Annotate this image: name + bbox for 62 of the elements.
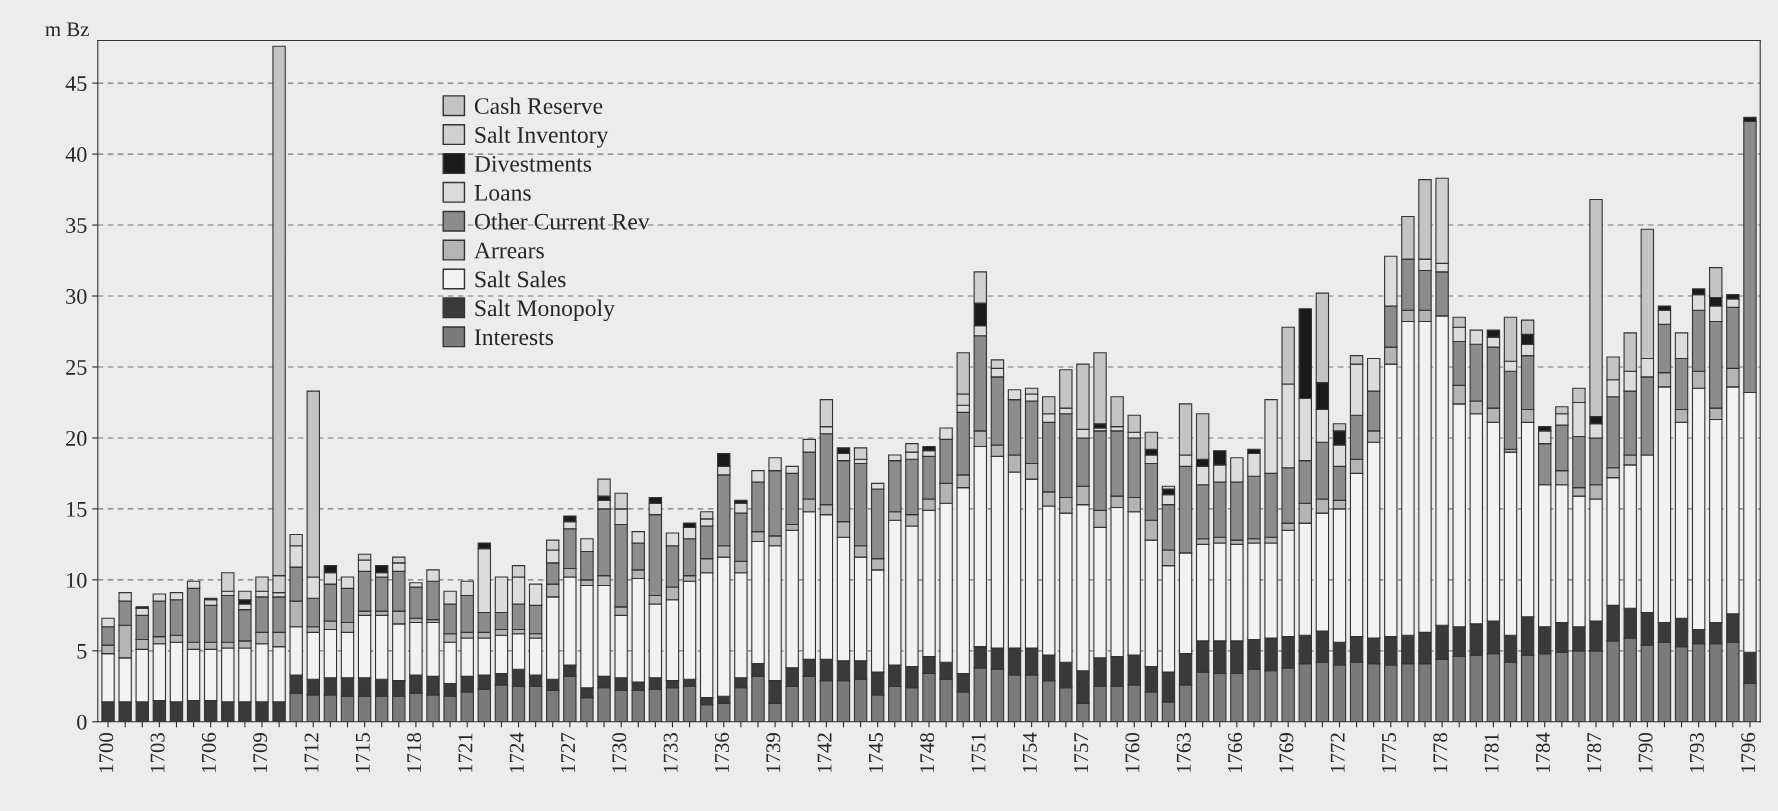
y-tick-label: 30 [66,288,87,304]
bar [1093,352,1107,425]
y-tick-label: 0 [77,714,87,730]
x-tick-label: 1769 [1279,733,1294,773]
y-axis-title: m Bz [45,22,89,37]
x-tick-label: 1796 [1741,732,1756,773]
x-tick-label: 1718 [407,733,422,773]
legend-label: Other Current Rev [474,212,650,230]
legend-label: Divestments [474,155,592,172]
bar [238,590,252,601]
x-tick-label: 1781 [1484,733,1499,773]
x-tick-label: 1772 [1330,733,1345,773]
bar [409,586,423,619]
bar [374,565,389,574]
x-tick-label: 1715 [355,733,370,773]
legend-label: Arrears [474,242,544,259]
x-tick-label: 1787 [1587,732,1602,773]
x-tick-label: 1766 [1228,732,1243,773]
y-tick-label: 40 [65,147,87,163]
legend-label: Interests [474,329,554,346]
x-tick-label: 1760 [1125,733,1140,773]
y-tick-label: 20 [66,430,87,446]
x-tick-label: 1793 [1689,733,1704,773]
x-tick-label: 1754 [1022,732,1037,773]
y-tick-label: 15 [67,501,87,517]
bar [221,572,235,592]
x-tick-label: 1736 [714,732,729,773]
x-tick-label: 1757 [1074,732,1089,773]
bar [374,576,389,612]
x-tick-label: 1790 [1638,733,1653,773]
bar [853,447,868,460]
legend-label: Loans [474,185,531,201]
x-tick-label: 1700 [99,733,114,773]
x-tick-label: 1709 [253,733,268,773]
x-tick-label: 1730 [612,733,627,773]
y-tick-label: 45 [65,76,87,92]
x-tick-label: 1745 [868,733,883,773]
y-tick-label: 35 [66,218,87,233]
legend-label: Salt Inventory [475,126,609,148]
bar [1110,396,1124,428]
bar [597,478,611,497]
x-tick-label: 1706 [201,732,216,773]
x-tick-label: 1739 [766,733,781,773]
x-tick-label: 1721 [458,733,473,773]
x-tick-label: 1778 [1433,733,1448,773]
x-tick-label: 1763 [1176,733,1191,773]
x-tick-label: 1784 [1535,732,1550,773]
legend-label: Salt Sales [475,270,566,288]
x-tick-label: 1727 [561,732,575,773]
y-tick-label: 5 [77,643,87,659]
x-tick-label: 1775 [1382,733,1397,773]
legend-label: Cash Reserve [474,97,603,115]
x-tick-label: 1712 [304,733,319,773]
legend-label: Salt Monopoly [475,299,615,322]
y-tick-label: 10 [67,572,87,588]
x-tick-label: 1751 [971,733,986,773]
y-tick-label: 25 [66,359,87,375]
x-tick-label: 1733 [663,733,678,773]
x-tick-label: 1748 [920,733,935,773]
x-tick-label: 1742 [817,733,832,773]
x-tick-label: 1724 [509,732,524,773]
x-tick-label: 1703 [150,733,165,773]
